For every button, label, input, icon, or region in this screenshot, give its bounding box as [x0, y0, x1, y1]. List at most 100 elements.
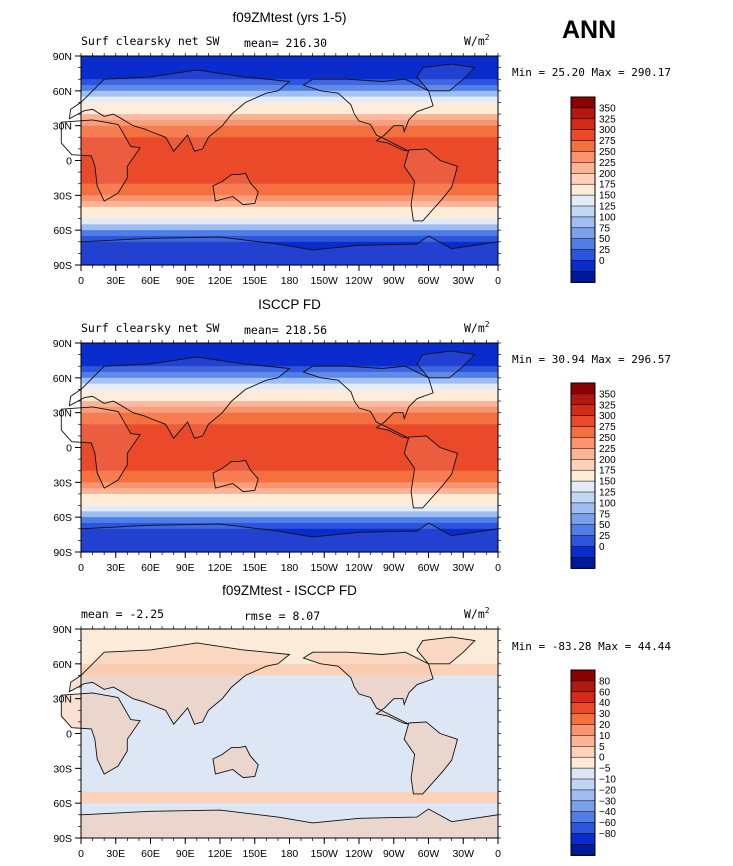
map-band — [81, 343, 498, 350]
map-band — [81, 401, 498, 408]
x-tick-label: 120E — [208, 275, 233, 287]
colorbar-label: −5 — [599, 764, 611, 775]
coastline — [302, 365, 434, 439]
map-band — [81, 803, 498, 810]
y-tick-label: 30N — [53, 694, 72, 706]
map-band — [81, 814, 498, 822]
y-tick-label: 60S — [53, 512, 72, 524]
map-band — [81, 727, 498, 735]
map-band — [81, 499, 498, 507]
map-band — [81, 534, 498, 541]
panel-units: W/m2 — [464, 606, 490, 621]
colorbar-box — [570, 469, 596, 482]
colorbar-label: 275 — [599, 422, 616, 433]
y-tick-label: 90N — [53, 51, 72, 63]
map-band — [81, 692, 498, 700]
colorbar-frame — [570, 669, 596, 856]
panel-left-label: mean = -2.25 — [81, 607, 164, 621]
colorbar-label: −10 — [599, 775, 616, 786]
map-band — [81, 160, 498, 167]
colorbar-label: 150 — [599, 191, 616, 202]
map-band — [81, 791, 498, 798]
map-band — [81, 745, 498, 752]
x-tick-label: 60E — [141, 275, 160, 287]
colorbar-label: 350 — [599, 103, 616, 114]
panel-center-label: rmse = 8.07 — [244, 609, 320, 623]
colorbar-box — [570, 491, 596, 504]
colorbar-box — [570, 691, 596, 704]
coastline — [68, 642, 291, 725]
map-band — [81, 131, 498, 138]
colorbar-label: 20 — [599, 720, 611, 731]
map-band — [81, 372, 498, 379]
x-tick-label: 30W — [452, 848, 474, 860]
colorbar-box — [570, 713, 596, 726]
colorbar-label: 80 — [599, 676, 611, 687]
x-tick-label: 150E — [242, 848, 267, 860]
units-superscript: 2 — [485, 33, 490, 42]
colorbar-box — [570, 216, 596, 229]
colorbar-box — [570, 844, 596, 856]
colorbar-label: 0 — [599, 542, 605, 553]
map-band — [81, 797, 498, 804]
map-band — [81, 482, 498, 489]
colorbar-label: 350 — [599, 389, 616, 400]
map-band — [81, 235, 498, 243]
colorbar-label: 0 — [599, 256, 605, 267]
map-band — [81, 218, 498, 225]
map-band — [81, 505, 498, 512]
map-field — [60, 342, 499, 553]
x-tick-label: 0 — [495, 275, 501, 287]
map-band — [81, 716, 498, 723]
map-band — [81, 206, 498, 214]
colorbar-box — [570, 118, 596, 131]
map-band — [81, 102, 498, 109]
colorbar-label: 325 — [599, 400, 616, 411]
colorbar-box — [570, 524, 596, 537]
x-tick-label: 0 — [495, 562, 501, 574]
colorbar-label: 75 — [599, 509, 611, 520]
colorbar-box — [570, 480, 596, 493]
y-tick-label: 90N — [53, 338, 72, 350]
colorbar-box — [570, 249, 596, 262]
map-band — [81, 253, 498, 260]
map-band — [81, 453, 498, 460]
x-tick-label: 180 — [281, 275, 299, 287]
x-tick-label: 60W — [418, 848, 440, 860]
map-band — [81, 687, 498, 694]
season-label: ANN — [562, 16, 617, 44]
panel-left-label: Surf clearsky net SW — [81, 34, 220, 48]
colorbar-box — [570, 129, 596, 142]
x-tick-label: 120W — [345, 275, 373, 287]
panel-2: ISCCP FD Surf clearsky net SW mean= 218.56… — [81, 297, 671, 366]
y-tick-label: 0 — [66, 729, 72, 741]
map-band — [81, 430, 498, 437]
colorbar-box — [570, 437, 596, 449]
colorbar-label: 175 — [599, 180, 616, 191]
map-band — [81, 96, 498, 104]
colorbar-label: −80 — [599, 829, 616, 840]
axes: 0 30E 60E 90E 120E 150E 180 150W 120W 90W 60W 30W 09… — [53, 624, 501, 860]
coastline — [68, 356, 291, 439]
y-tick-label: 90N — [53, 624, 72, 636]
colorbar-label: 5 — [599, 742, 605, 753]
panel-center-label: mean= 218.56 — [244, 323, 327, 337]
x-tick-label: 60W — [418, 275, 440, 287]
colorbar-label: 300 — [599, 411, 616, 422]
colorbar-box — [570, 382, 596, 395]
map-band — [81, 406, 498, 414]
map-band — [81, 424, 498, 431]
map-band — [81, 90, 498, 98]
colorbar-box — [570, 546, 596, 558]
y-tick-label: 60S — [53, 798, 72, 810]
panel-1: f09ZMtest (yrs 1-5) Surf clearsky net SW m… — [81, 10, 671, 79]
map-field — [60, 55, 499, 266]
colorbar-box — [570, 260, 596, 272]
colorbar-frame — [570, 96, 596, 283]
x-tick-label: 60E — [141, 562, 160, 574]
colorbar-label: 25 — [599, 531, 611, 542]
y-tick-label: 30N — [53, 408, 72, 420]
map-band — [81, 241, 498, 249]
x-tick-label: 60W — [418, 562, 440, 574]
